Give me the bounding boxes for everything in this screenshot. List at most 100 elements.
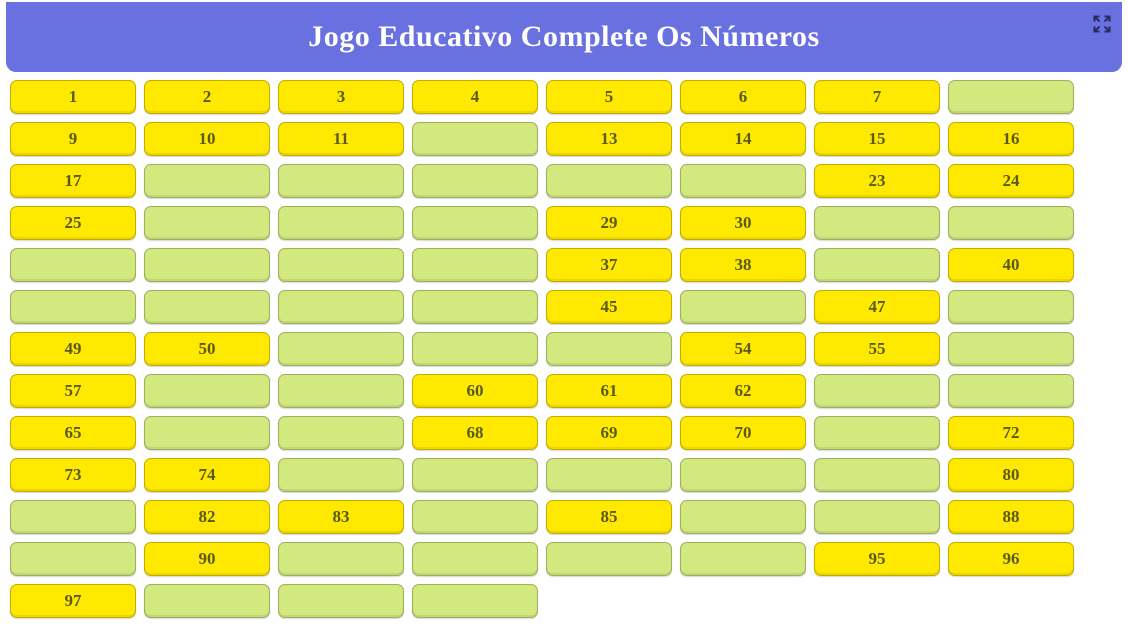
number-cell-filled: 65	[10, 416, 136, 450]
number-cell-empty[interactable]	[278, 206, 404, 240]
number-cell-filled: 11	[278, 122, 404, 156]
number-cell-empty[interactable]	[412, 164, 538, 198]
number-cell-filled: 54	[680, 332, 806, 366]
number-grid: 1234567910111314151617232425293037384045…	[0, 78, 1128, 620]
number-cell-filled: 4	[412, 80, 538, 114]
number-cell-filled: 61	[546, 374, 672, 408]
number-cell-filled: 80	[948, 458, 1074, 492]
number-cell-filled: 23	[814, 164, 940, 198]
number-cell-filled: 7	[814, 80, 940, 114]
number-cell-empty[interactable]	[412, 122, 538, 156]
number-cell-empty[interactable]	[144, 164, 270, 198]
number-cell-filled: 97	[10, 584, 136, 618]
number-cell-empty[interactable]	[412, 458, 538, 492]
number-cell-empty[interactable]	[144, 584, 270, 618]
number-cell-filled: 69	[546, 416, 672, 450]
number-cell-empty[interactable]	[814, 206, 940, 240]
number-cell-filled: 72	[948, 416, 1074, 450]
number-cell-filled: 16	[948, 122, 1074, 156]
number-cell-empty[interactable]	[814, 248, 940, 282]
number-cell-filled: 82	[144, 500, 270, 534]
number-cell-empty[interactable]	[814, 500, 940, 534]
number-cell-empty[interactable]	[948, 290, 1074, 324]
number-cell-empty[interactable]	[546, 332, 672, 366]
number-cell-empty[interactable]	[278, 374, 404, 408]
number-cell-empty[interactable]	[680, 164, 806, 198]
number-cell-filled: 2	[144, 80, 270, 114]
number-cell-filled: 83	[278, 500, 404, 534]
number-cell-empty[interactable]	[680, 290, 806, 324]
number-cell-filled: 17	[10, 164, 136, 198]
number-cell-empty[interactable]	[10, 542, 136, 576]
number-cell-empty[interactable]	[278, 164, 404, 198]
number-cell-filled: 3	[278, 80, 404, 114]
fullscreen-icon[interactable]	[1092, 8, 1112, 28]
number-cell-empty[interactable]	[144, 374, 270, 408]
number-cell-empty[interactable]	[10, 290, 136, 324]
number-cell-empty[interactable]	[412, 290, 538, 324]
number-cell-filled: 9	[10, 122, 136, 156]
number-cell-empty[interactable]	[278, 584, 404, 618]
number-cell-empty[interactable]	[412, 248, 538, 282]
number-cell-filled: 10	[144, 122, 270, 156]
number-cell-empty[interactable]	[814, 416, 940, 450]
number-cell-empty[interactable]	[144, 248, 270, 282]
number-cell-empty[interactable]	[278, 332, 404, 366]
number-cell-empty[interactable]	[10, 248, 136, 282]
number-cell-empty[interactable]	[814, 374, 940, 408]
number-cell-empty[interactable]	[144, 416, 270, 450]
number-cell-filled: 70	[680, 416, 806, 450]
number-cell-filled: 74	[144, 458, 270, 492]
number-cell-filled: 55	[814, 332, 940, 366]
number-cell-filled: 57	[10, 374, 136, 408]
number-cell-empty[interactable]	[546, 458, 672, 492]
number-cell-filled: 15	[814, 122, 940, 156]
game-title: Jogo Educativo Complete Os Números	[308, 20, 819, 53]
number-cell-filled: 29	[546, 206, 672, 240]
number-cell-empty[interactable]	[412, 206, 538, 240]
number-cell-empty[interactable]	[278, 416, 404, 450]
number-cell-empty[interactable]	[412, 584, 538, 618]
number-cell-empty[interactable]	[278, 542, 404, 576]
number-cell-empty[interactable]	[10, 500, 136, 534]
number-cell-empty[interactable]	[412, 500, 538, 534]
number-cell-filled: 90	[144, 542, 270, 576]
number-cell-filled: 13	[546, 122, 672, 156]
number-cell-filled: 24	[948, 164, 1074, 198]
number-cell-empty[interactable]	[948, 374, 1074, 408]
number-cell-filled: 85	[546, 500, 672, 534]
number-cell-empty[interactable]	[948, 206, 1074, 240]
number-cell-filled: 37	[546, 248, 672, 282]
number-cell-filled: 40	[948, 248, 1074, 282]
number-cell-empty[interactable]	[278, 248, 404, 282]
number-cell-empty[interactable]	[546, 542, 672, 576]
number-cell-empty[interactable]	[412, 332, 538, 366]
number-cell-filled: 73	[10, 458, 136, 492]
number-cell-empty[interactable]	[948, 80, 1074, 114]
number-cell-empty[interactable]	[144, 290, 270, 324]
number-cell-filled: 6	[680, 80, 806, 114]
number-cell-filled: 49	[10, 332, 136, 366]
number-cell-empty[interactable]	[680, 500, 806, 534]
number-cell-filled: 62	[680, 374, 806, 408]
number-cell-filled: 25	[10, 206, 136, 240]
game-header: Jogo Educativo Complete Os Números	[6, 2, 1122, 72]
number-cell-empty[interactable]	[948, 332, 1074, 366]
number-cell-empty[interactable]	[814, 458, 940, 492]
number-cell-filled: 96	[948, 542, 1074, 576]
number-cell-empty[interactable]	[680, 458, 806, 492]
number-cell-filled: 38	[680, 248, 806, 282]
number-cell-empty[interactable]	[278, 458, 404, 492]
number-cell-filled: 50	[144, 332, 270, 366]
number-cell-filled: 1	[10, 80, 136, 114]
number-cell-empty[interactable]	[144, 206, 270, 240]
number-cell-filled: 5	[546, 80, 672, 114]
number-cell-filled: 95	[814, 542, 940, 576]
number-cell-empty[interactable]	[278, 290, 404, 324]
number-cell-empty[interactable]	[546, 164, 672, 198]
number-cell-empty[interactable]	[680, 542, 806, 576]
number-cell-empty[interactable]	[412, 542, 538, 576]
number-cell-filled: 88	[948, 500, 1074, 534]
number-cell-filled: 47	[814, 290, 940, 324]
number-cell-filled: 14	[680, 122, 806, 156]
